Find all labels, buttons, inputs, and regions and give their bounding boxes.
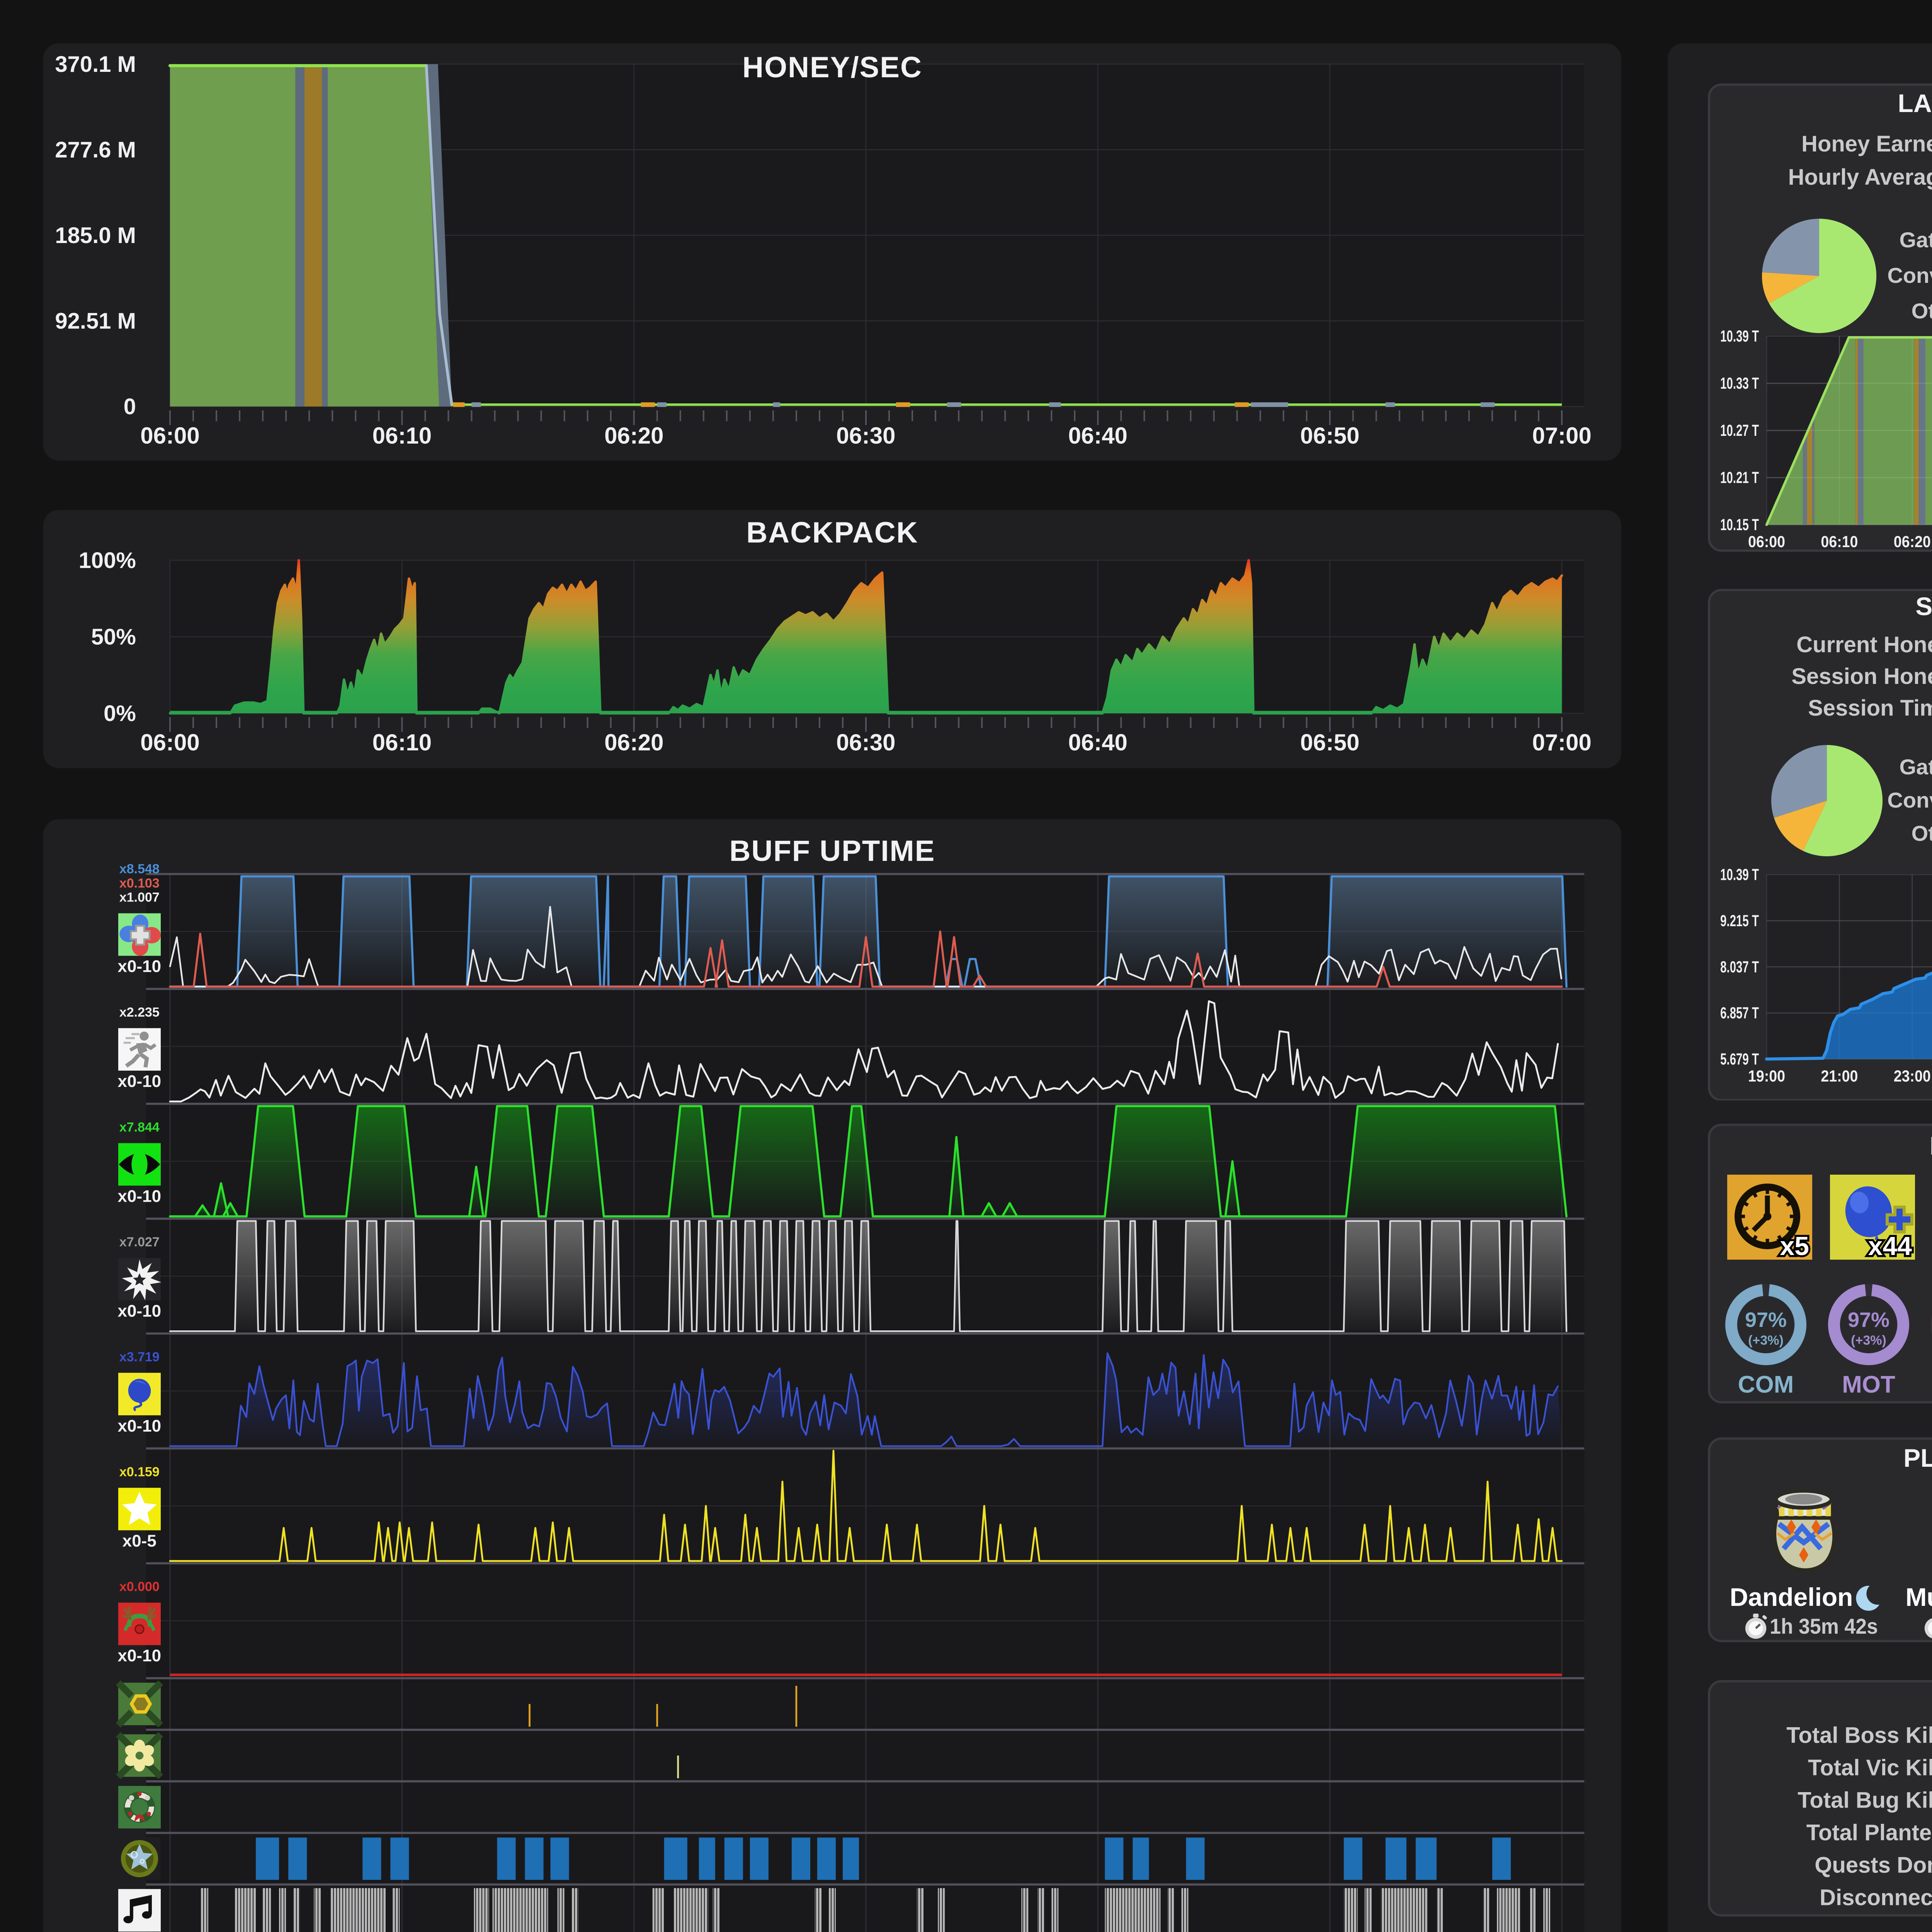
svg-text:Gather: Gather xyxy=(1899,228,1932,252)
svg-text:06:10: 06:10 xyxy=(372,422,432,448)
svg-text:Dandelion: Dandelion xyxy=(1729,1583,1852,1611)
svg-text:10.15 T: 10.15 T xyxy=(1719,515,1758,534)
svg-text:SESSION: SESSION xyxy=(1915,591,1932,620)
svg-text:5.679 T: 5.679 T xyxy=(1719,1049,1758,1067)
svg-text:10.39 T: 10.39 T xyxy=(1719,865,1758,883)
svg-text:x0.159: x0.159 xyxy=(119,1464,160,1478)
svg-text:x0-10: x0-10 xyxy=(118,1416,162,1435)
svg-text:10.21 T: 10.21 T xyxy=(1719,468,1758,486)
svg-text:185.0 M: 185.0 M xyxy=(55,222,136,247)
svg-text:Quests Done: Quests Done xyxy=(1814,1852,1932,1878)
svg-text:x0-10: x0-10 xyxy=(118,1301,162,1320)
svg-text:10.27 T: 10.27 T xyxy=(1719,421,1758,439)
svg-text:Hourly Average: Hourly Average xyxy=(1787,165,1932,190)
svg-text:x0.103: x0.103 xyxy=(119,875,160,890)
svg-text:50%: 50% xyxy=(91,624,136,649)
svg-text:x0-10: x0-10 xyxy=(118,956,162,975)
svg-text:0: 0 xyxy=(124,393,136,418)
svg-text:BUFF UPTIME: BUFF UPTIME xyxy=(730,834,935,867)
svg-text:06:00: 06:00 xyxy=(140,729,199,755)
svg-text:Convert: Convert xyxy=(1886,787,1932,811)
svg-text:Total Planters: Total Planters xyxy=(1806,1820,1932,1845)
svg-text:21:00: 21:00 xyxy=(1820,1066,1857,1084)
svg-text:06:10: 06:10 xyxy=(372,729,432,755)
svg-text:19:00: 19:00 xyxy=(1747,1066,1784,1084)
svg-text:x8.548: x8.548 xyxy=(119,861,160,876)
svg-text:06:00: 06:00 xyxy=(1747,532,1784,551)
svg-text:06:50: 06:50 xyxy=(1300,422,1359,448)
svg-text:Total Vic Kills: Total Vic Kills xyxy=(1807,1755,1932,1780)
svg-text:Total Bug Kills: Total Bug Kills xyxy=(1797,1787,1932,1813)
svg-text:06:30: 06:30 xyxy=(836,422,895,448)
svg-text:x1.007: x1.007 xyxy=(119,889,160,904)
svg-text:x3.719: x3.719 xyxy=(119,1349,160,1364)
svg-text:Session Honey: Session Honey xyxy=(1791,663,1932,688)
svg-text:HONEY/SEC: HONEY/SEC xyxy=(742,50,922,83)
svg-text:x0-10: x0-10 xyxy=(118,1071,162,1090)
svg-text:8.037 T: 8.037 T xyxy=(1719,957,1758,975)
svg-text:06:10: 06:10 xyxy=(1820,532,1857,551)
svg-text:x2.235: x2.235 xyxy=(119,1004,160,1019)
svg-text:06:40: 06:40 xyxy=(1068,422,1127,448)
svg-text:06:30: 06:30 xyxy=(836,729,895,755)
svg-text:Gather: Gather xyxy=(1899,754,1932,778)
svg-text:100%: 100% xyxy=(79,547,136,572)
svg-text:x44: x44 xyxy=(1867,1231,1912,1261)
svg-text:10.33 T: 10.33 T xyxy=(1719,374,1758,392)
svg-text:10.39 T: 10.39 T xyxy=(1719,327,1758,345)
svg-text:Convert: Convert xyxy=(1886,263,1932,287)
svg-text:07:00: 07:00 xyxy=(1532,422,1591,448)
svg-text:COM: COM xyxy=(1737,1371,1793,1398)
svg-text:97%: 97% xyxy=(1847,1308,1889,1332)
svg-text:(+3%): (+3%) xyxy=(1850,1333,1886,1348)
svg-text:0%: 0% xyxy=(104,700,136,725)
svg-text:370.1 M: 370.1 M xyxy=(55,51,136,76)
svg-text:x0-5: x0-5 xyxy=(122,1531,156,1549)
svg-text:06:50: 06:50 xyxy=(1300,729,1359,755)
svg-text:(+3%): (+3%) xyxy=(1747,1333,1783,1348)
svg-text:BUFFS: BUFFS xyxy=(1929,1131,1932,1160)
svg-text:92.51 M: 92.51 M xyxy=(55,308,136,333)
svg-text:x7.027: x7.027 xyxy=(119,1234,160,1249)
svg-text:x7.844: x7.844 xyxy=(119,1119,160,1134)
svg-text:Current Honey: Current Honey xyxy=(1796,631,1932,656)
svg-text:06:00: 06:00 xyxy=(140,422,199,448)
svg-text:Mushroom: Mushroom xyxy=(1905,1583,1932,1611)
svg-text:1h 35m 42s: 1h 35m 42s xyxy=(1769,1614,1877,1638)
svg-text:x0-10: x0-10 xyxy=(118,1186,162,1205)
svg-text:x0-10: x0-10 xyxy=(118,1646,162,1665)
svg-text:Session Time: Session Time xyxy=(1807,695,1932,720)
svg-text:PLANTERS: PLANTERS xyxy=(1903,1444,1932,1472)
svg-text:LAST HOUR: LAST HOUR xyxy=(1897,89,1932,117)
svg-text:MOT: MOT xyxy=(1841,1371,1895,1398)
svg-text:07:00: 07:00 xyxy=(1532,729,1591,755)
svg-text:06:20: 06:20 xyxy=(604,422,663,448)
svg-text:Total Boss Kills: Total Boss Kills xyxy=(1786,1723,1932,1748)
svg-text:x5: x5 xyxy=(1779,1231,1808,1261)
svg-text:06:20: 06:20 xyxy=(1893,532,1930,551)
svg-text:x0.000: x0.000 xyxy=(119,1579,160,1594)
svg-text:06:20: 06:20 xyxy=(604,729,663,755)
svg-text:9.215 T: 9.215 T xyxy=(1719,911,1758,929)
svg-text:Other: Other xyxy=(1911,299,1932,323)
svg-text:97%: 97% xyxy=(1744,1308,1786,1332)
svg-text:277.6 M: 277.6 M xyxy=(55,137,136,162)
svg-text:Honey Earned: Honey Earned xyxy=(1801,131,1932,156)
svg-text:6.857 T: 6.857 T xyxy=(1719,1003,1758,1021)
svg-text:BACKPACK: BACKPACK xyxy=(746,515,918,548)
svg-text:23:00: 23:00 xyxy=(1893,1066,1930,1084)
svg-text:06:40: 06:40 xyxy=(1068,729,1127,755)
svg-text:Disconnects: Disconnects xyxy=(1819,1885,1932,1910)
svg-text:Other: Other xyxy=(1911,820,1932,845)
